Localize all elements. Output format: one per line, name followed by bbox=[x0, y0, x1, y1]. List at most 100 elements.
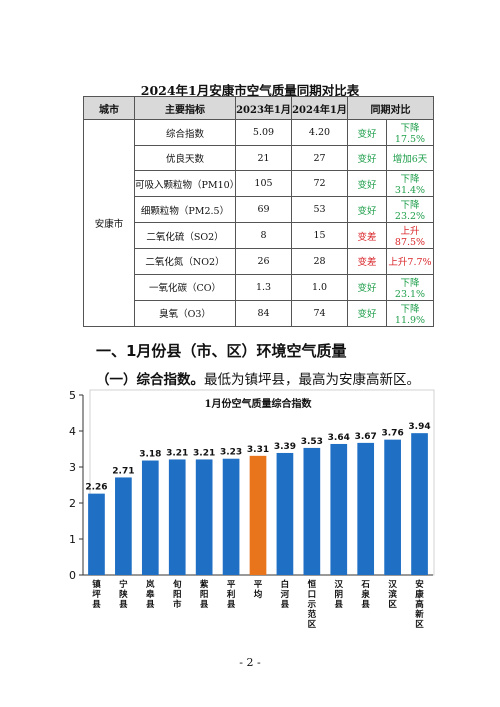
value-2023-cell: 26 bbox=[235, 248, 292, 275]
indicator-cell: 二氧化硫（SO2） bbox=[134, 222, 236, 250]
status-cell: 变好 bbox=[347, 299, 387, 327]
status-cell: 变好 bbox=[347, 273, 387, 301]
data-label: 3.18 bbox=[139, 450, 161, 460]
data-label: 2.71 bbox=[112, 466, 134, 476]
category-label: 白河县 bbox=[281, 579, 290, 610]
data-label: 3.21 bbox=[166, 448, 188, 458]
city-cell: 安康市 bbox=[83, 119, 135, 327]
table-row: 臭氧（O3） 84 74 变好 下降11.9% bbox=[84, 299, 434, 327]
composite-index-chart: 0 1 2 3 4 5 1月份空气质量综合指数 2.26 镇坪县 2.71 宁陕县 3.18 岚皋县 3.… bbox=[69, 389, 435, 630]
value-2024-cell: 1.0 bbox=[291, 273, 348, 301]
change-cell: 上升87.5% bbox=[386, 222, 434, 250]
data-label: 3.67 bbox=[355, 432, 377, 442]
indicator-cell: 一氧化碳（CO） bbox=[134, 273, 236, 301]
value-2024-cell: 27 bbox=[291, 144, 348, 172]
bar bbox=[357, 442, 375, 575]
y-tick-label: 1 bbox=[69, 533, 76, 546]
y-tick-label: 2 bbox=[69, 497, 76, 510]
value-2023-cell: 84 bbox=[235, 299, 292, 327]
category-label: 汉阴县 bbox=[335, 579, 344, 610]
change-cell: 下降11.9% bbox=[386, 299, 434, 327]
page-number: - 2 - bbox=[239, 656, 261, 669]
data-label: 2.26 bbox=[85, 483, 107, 493]
header-city: 城市 bbox=[83, 96, 135, 120]
value-2023-cell: 1.3 bbox=[235, 273, 292, 301]
comparison-table: 城市 主要指标 2023年1月 2024年1月 同期对比 安康市 综合指数 5.09… bbox=[83, 96, 434, 327]
category-label: 平均 bbox=[254, 580, 263, 600]
value-2024-cell: 72 bbox=[291, 170, 348, 198]
table-row: 二氧化硫（SO2） 8 15 变差 上升87.5% bbox=[84, 222, 434, 250]
value-2023-cell: 5.09 bbox=[235, 119, 292, 146]
change-cell: 下降31.4% bbox=[386, 170, 434, 198]
category-label: 岚皋县 bbox=[146, 579, 155, 610]
data-label: 3.23 bbox=[220, 448, 242, 458]
category-label: 紫阳县 bbox=[200, 579, 209, 610]
bar bbox=[168, 459, 186, 575]
status-cell: 变好 bbox=[347, 144, 387, 172]
indicator-cell: 臭氧（O3） bbox=[134, 299, 236, 327]
value-2023-cell: 69 bbox=[235, 196, 292, 224]
category-label: 平利县 bbox=[226, 580, 236, 610]
data-label: 3.76 bbox=[382, 429, 404, 439]
bar bbox=[276, 452, 294, 575]
category-label: 恒口示范区 bbox=[307, 579, 317, 630]
bar bbox=[222, 458, 240, 575]
bar bbox=[249, 455, 267, 575]
data-label: 3.64 bbox=[328, 433, 350, 443]
category-label: 安康高新区 bbox=[415, 579, 424, 630]
change-cell: 下降23.1% bbox=[386, 273, 434, 301]
indicator-cell: 细颗粒物（PM2.5） bbox=[134, 196, 236, 224]
header-indicator: 主要指标 bbox=[134, 96, 236, 120]
indicator-cell: 优良天数 bbox=[134, 144, 236, 172]
bar bbox=[384, 439, 401, 575]
status-cell: 变差 bbox=[347, 248, 387, 275]
change-cell: 上升7.7% bbox=[386, 248, 434, 275]
bar bbox=[88, 493, 105, 575]
bar bbox=[411, 433, 428, 575]
status-cell: 变好 bbox=[347, 170, 387, 198]
category-label: 旬阳市 bbox=[172, 579, 182, 610]
header-2024: 2024年1月 bbox=[291, 96, 348, 120]
y-tick-label: 3 bbox=[69, 461, 76, 474]
status-cell: 变好 bbox=[347, 196, 387, 224]
bar bbox=[141, 460, 159, 575]
data-label: 3.21 bbox=[193, 448, 215, 458]
category-label: 镇坪县 bbox=[92, 579, 101, 610]
table-header-row: 城市 主要指标 2023年1月 2024年1月 同期对比 bbox=[83, 96, 434, 120]
data-label: 3.94 bbox=[408, 422, 430, 432]
data-label: 3.31 bbox=[247, 445, 269, 455]
bar bbox=[115, 477, 132, 575]
table-row: 优良天数 21 27 变好 增加6天 bbox=[84, 144, 434, 172]
status-cell: 变差 bbox=[347, 222, 387, 250]
y-tick-label: 0 bbox=[69, 569, 76, 582]
indicator-cell: 二氧化氮（NO2） bbox=[134, 248, 236, 275]
paragraph: （一）综合指数。最低为镇坪县，最高为安康高新区。 bbox=[96, 368, 420, 388]
category-label: 石泉县 bbox=[360, 580, 370, 610]
value-2023-cell: 8 bbox=[235, 222, 292, 250]
y-tick-label: 5 bbox=[69, 389, 76, 402]
change-cell: 下降17.5% bbox=[386, 119, 434, 146]
header-comparison: 同期对比 bbox=[347, 96, 434, 120]
data-label: 3.39 bbox=[274, 442, 296, 452]
value-2023-cell: 21 bbox=[235, 144, 292, 172]
indicator-cell: 可吸入颗粒物（PM10） bbox=[134, 170, 239, 198]
header-2023: 2023年1月 bbox=[235, 96, 292, 120]
paragraph-lead: （一）综合指数。 bbox=[96, 372, 204, 388]
bar bbox=[330, 443, 348, 575]
section-heading: 一、1月份县（市、区）环境空气质量 bbox=[96, 342, 347, 360]
change-cell: 下降23.2% bbox=[386, 196, 434, 224]
indicator-cell: 综合指数 bbox=[134, 119, 236, 146]
value-2024-cell: 4.20 bbox=[291, 119, 348, 146]
value-2024-cell: 15 bbox=[291, 222, 348, 250]
table-row: 一氧化碳（CO） 1.3 1.0 变好 下降23.1% bbox=[84, 273, 434, 301]
table-row: 可吸入颗粒物（PM10） 105 72 变好 下降31.4% bbox=[84, 170, 434, 198]
value-2024-cell: 74 bbox=[291, 299, 348, 327]
table-row: 安康市 综合指数 5.09 4.20 变好 下降17.5% bbox=[83, 119, 434, 327]
table-title: 2024年1月安康市空气质量同期对比表 bbox=[140, 83, 360, 98]
paragraph-text: 最低为镇坪县，最高为安康高新区。 bbox=[204, 372, 420, 388]
change-cell: 增加6天 bbox=[386, 144, 434, 172]
category-label: 汉滨区 bbox=[388, 579, 397, 610]
table-row: 细颗粒物（PM2.5） 69 53 变好 下降23.2% bbox=[84, 196, 434, 224]
category-label: 宁陕县 bbox=[119, 579, 128, 610]
value-2024-cell: 28 bbox=[291, 248, 348, 275]
